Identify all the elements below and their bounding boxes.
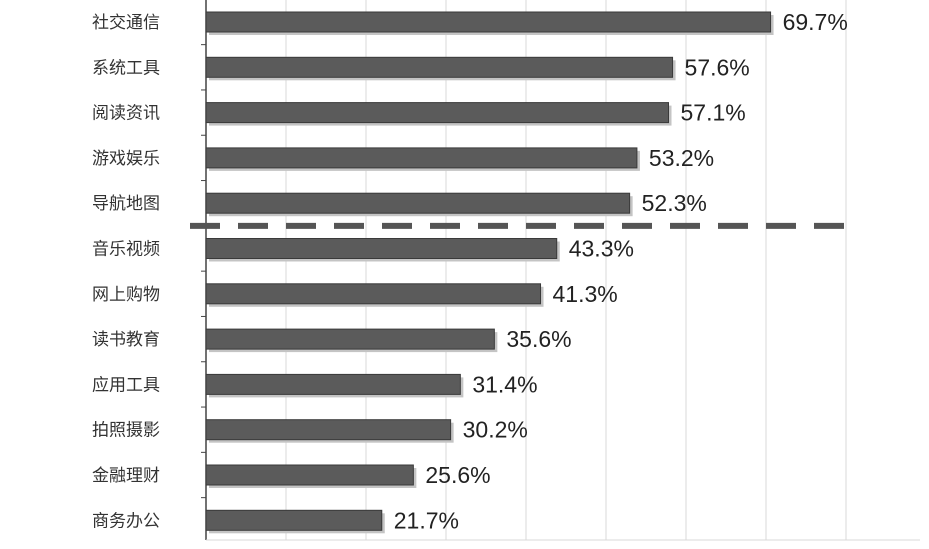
bar — [205, 464, 414, 486]
category-label: 音乐视频 — [92, 240, 160, 260]
value-label: 25.6% — [425, 462, 490, 488]
bar — [205, 11, 772, 33]
value-label: 53.2% — [649, 145, 714, 171]
category-label: 应用工具 — [92, 375, 160, 395]
value-label: 35.6% — [506, 326, 571, 352]
category-label: 游戏娱乐 — [92, 149, 160, 169]
category-label: 金融理财 — [92, 466, 160, 486]
value-label: 52.3% — [642, 190, 707, 216]
value-label: 21.7% — [394, 507, 459, 533]
category-label: 社交通信 — [92, 13, 160, 33]
bar — [205, 238, 558, 259]
value-label: 41.3% — [553, 281, 618, 307]
bar — [205, 419, 452, 441]
bar — [205, 373, 461, 395]
category-label: 阅读资讯 — [92, 104, 160, 124]
value-label: 57.6% — [685, 54, 750, 80]
value-label: 30.2% — [463, 417, 528, 443]
category-label: 读书教育 — [92, 330, 160, 350]
bar — [205, 102, 670, 124]
bar — [205, 328, 495, 350]
category-label: 系统工具 — [92, 58, 160, 78]
category-label: 网上购物 — [92, 285, 160, 305]
category-label: 导航地图 — [92, 194, 160, 214]
value-label: 57.1% — [681, 100, 746, 126]
bar — [205, 56, 674, 78]
value-label: 69.7% — [783, 9, 848, 35]
bar — [205, 283, 542, 305]
value-label: 43.3% — [569, 236, 634, 262]
bar — [205, 147, 638, 169]
category-label: 商务办公 — [92, 511, 160, 531]
category-label: 拍照摄影 — [92, 421, 160, 441]
bar — [205, 509, 383, 531]
bar — [205, 192, 631, 214]
value-label: 31.4% — [472, 371, 537, 397]
